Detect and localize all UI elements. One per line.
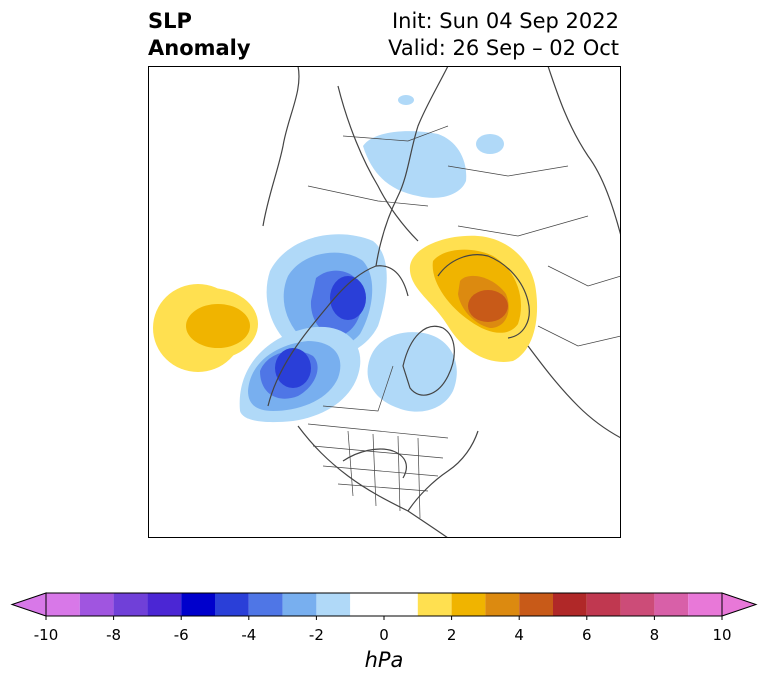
colorbar-segment bbox=[451, 593, 486, 616]
colorbar-segment bbox=[417, 593, 452, 616]
anomaly-north-pacific-high bbox=[153, 284, 258, 372]
colorbar-tick-label: -2 bbox=[309, 626, 324, 644]
colorbar-tick-label: 8 bbox=[650, 626, 660, 644]
colorbar-segment bbox=[519, 593, 553, 616]
colorbar-segment bbox=[316, 593, 351, 616]
anomaly-bering-low bbox=[266, 234, 387, 358]
contour-fill bbox=[186, 304, 250, 348]
colorbar-segment bbox=[181, 593, 215, 616]
colorbar-segment bbox=[553, 593, 587, 616]
colorbar-ticks: -10 -8 -6 -4 -2 0 2 4 6 8 10 bbox=[34, 616, 732, 644]
colorbar-extend-high bbox=[721, 592, 758, 617]
title-field: Anomaly bbox=[148, 36, 251, 60]
colorbar-segment bbox=[688, 593, 722, 616]
colorbar-segment bbox=[282, 593, 317, 616]
valid-range: Valid: 26 Sep – 02 Oct bbox=[388, 36, 619, 60]
colorbar-segment bbox=[46, 593, 80, 616]
colorbar-tick-label: 0 bbox=[379, 626, 389, 644]
colorbar-segment bbox=[654, 593, 689, 616]
title-left: SLP Anomaly bbox=[148, 8, 251, 62]
slp-anomaly-map bbox=[148, 66, 621, 538]
title-variable: SLP bbox=[148, 9, 192, 33]
anomaly-arctic-low bbox=[363, 95, 504, 198]
colorbar-segment bbox=[147, 593, 182, 616]
colorbar-tick-label: -4 bbox=[241, 626, 256, 644]
colorbar-boxes bbox=[10, 592, 758, 617]
colorbar-tick-label: -10 bbox=[34, 626, 59, 644]
colorbar-tick-label: 10 bbox=[712, 626, 731, 644]
colorbar-tick-label: -8 bbox=[106, 626, 121, 644]
colorbar-tick-label: 6 bbox=[582, 626, 592, 644]
colorbar-segment bbox=[79, 593, 114, 616]
colorbar-tick-label: -6 bbox=[174, 626, 189, 644]
anomaly-scandinavia-high bbox=[409, 235, 538, 362]
colorbar-segment bbox=[620, 593, 655, 616]
init-date: Init: Sun 04 Sep 2022 bbox=[391, 9, 619, 33]
colorbar-segment bbox=[485, 593, 520, 616]
colorbar-unit-label: hPa bbox=[365, 648, 404, 672]
borders bbox=[307, 125, 621, 519]
colorbar: -10 -8 -6 -4 -2 0 2 4 6 8 10 hPa bbox=[10, 592, 758, 672]
colorbar-segment bbox=[350, 593, 418, 616]
colorbar-tick-label: 4 bbox=[514, 626, 524, 644]
colorbar-tick-label: 2 bbox=[447, 626, 457, 644]
map-frame bbox=[148, 66, 621, 538]
colorbar-segment bbox=[215, 593, 249, 616]
colorbar-extend-low bbox=[10, 592, 47, 617]
title-right: Init: Sun 04 Sep 2022 Valid: 26 Sep – 02… bbox=[388, 8, 619, 62]
colorbar-segment bbox=[586, 593, 621, 616]
colorbar-segment bbox=[248, 593, 283, 616]
coastlines bbox=[262, 66, 621, 538]
colorbar-segment bbox=[113, 593, 148, 616]
